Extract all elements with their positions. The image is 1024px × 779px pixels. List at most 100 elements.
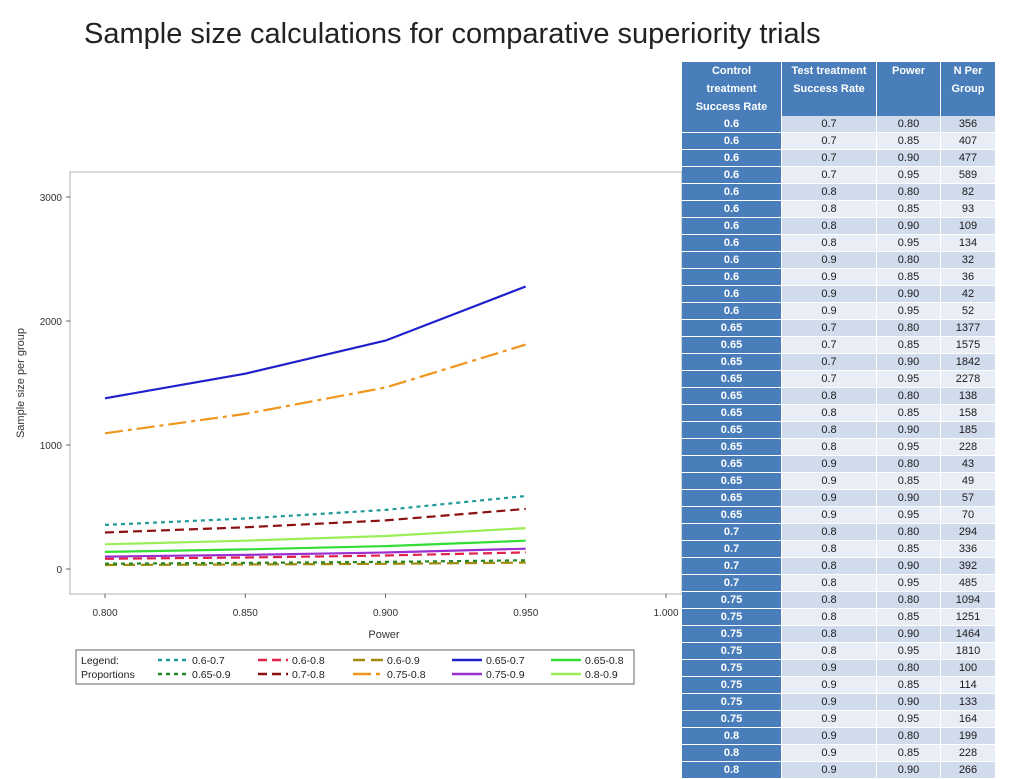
table-row: 0.65 0.9 0.90 57	[682, 490, 996, 507]
cell-test-rate: 0.7	[782, 337, 877, 354]
cell-control-rate: 0.7	[682, 575, 782, 592]
cell-power: 0.85	[877, 473, 941, 490]
legend-label: 0.6-0.8	[292, 655, 325, 667]
cell-n-per-group: 407	[941, 133, 996, 150]
legend-label: 0.65-0.8	[585, 655, 624, 667]
table-row: 0.6 0.8 0.95 134	[682, 235, 996, 252]
legend-entries: 0.6-0.7 0.6-0.8 0.6-0.9 0.65-0.7 0.65-0.8 0.6…	[158, 655, 624, 681]
cell-n-per-group: 93	[941, 201, 996, 218]
series-line-0.6-0.9	[104, 561, 526, 567]
table-row: 0.6 0.9 0.85 36	[682, 269, 996, 286]
cell-n-per-group: 70	[941, 507, 996, 524]
cell-n-per-group: 185	[941, 422, 996, 439]
table-row: 0.8 0.9 0.80 199	[682, 728, 996, 745]
cell-n-per-group: 356	[941, 116, 996, 133]
cell-test-rate: 0.9	[782, 762, 877, 779]
cell-control-rate: 0.6	[682, 167, 782, 184]
cell-n-per-group: 114	[941, 677, 996, 694]
table-row: 0.7 0.8 0.85 336	[682, 541, 996, 558]
cell-power: 0.85	[877, 269, 941, 286]
cell-n-per-group: 228	[941, 439, 996, 456]
table-row: 0.6 0.7 0.80 356	[682, 116, 996, 133]
cell-n-per-group: 49	[941, 473, 996, 490]
cell-control-rate: 0.6	[682, 218, 782, 235]
table-row: 0.6 0.8 0.85 93	[682, 201, 996, 218]
cell-power: 0.80	[877, 524, 941, 541]
cell-control-rate: 0.6	[682, 201, 782, 218]
cell-control-rate: 0.65	[682, 388, 782, 405]
cell-n-per-group: 138	[941, 388, 996, 405]
cell-power: 0.90	[877, 218, 941, 235]
cell-test-rate: 0.7	[782, 150, 877, 167]
cell-power: 0.85	[877, 541, 941, 558]
cell-n-per-group: 228	[941, 745, 996, 762]
series-line-0.8-0.9	[104, 527, 526, 546]
cell-n-per-group: 43	[941, 456, 996, 473]
cell-power: 0.95	[877, 371, 941, 388]
cell-control-rate: 0.65	[682, 320, 782, 337]
cell-n-per-group: 392	[941, 558, 996, 575]
cell-power: 0.85	[877, 405, 941, 422]
cell-n-per-group: 1575	[941, 337, 996, 354]
header-n-per-group: N Per Group	[941, 62, 996, 116]
sample-size-table: Control treatment Success Rate Test trea…	[682, 62, 996, 779]
cell-power: 0.95	[877, 575, 941, 592]
cell-n-per-group: 57	[941, 490, 996, 507]
table-row: 0.65 0.7 0.90 1842	[682, 354, 996, 371]
table-row: 0.6 0.8 0.80 82	[682, 184, 996, 201]
cell-n-per-group: 485	[941, 575, 996, 592]
cell-n-per-group: 1842	[941, 354, 996, 371]
cell-power: 0.85	[877, 745, 941, 762]
cell-power: 0.80	[877, 728, 941, 745]
cell-test-rate: 0.9	[782, 473, 877, 490]
table-row: 0.6 0.8 0.90 109	[682, 218, 996, 235]
series-line-0.7-0.8	[104, 507, 526, 534]
cell-n-per-group: 109	[941, 218, 996, 235]
plot-frame	[69, 171, 682, 595]
cell-power: 0.95	[877, 507, 941, 524]
table-row: 0.8 0.9 0.90 266	[682, 762, 996, 779]
cell-test-rate: 0.8	[782, 201, 877, 218]
cell-test-rate: 0.8	[782, 541, 877, 558]
table-row: 0.65 0.8 0.90 185	[682, 422, 996, 439]
cell-control-rate: 0.7	[682, 524, 782, 541]
cell-n-per-group: 1094	[941, 592, 996, 609]
y-tick-label: 2000	[40, 317, 63, 328]
cell-power: 0.90	[877, 626, 941, 643]
cell-test-rate: 0.8	[782, 235, 877, 252]
series-line-0.75-0.8	[104, 343, 527, 435]
cell-power: 0.80	[877, 184, 941, 201]
cell-power: 0.85	[877, 201, 941, 218]
y-tick-label: 1000	[40, 441, 63, 452]
cell-test-rate: 0.9	[782, 694, 877, 711]
x-tick-label: 0.850	[233, 608, 258, 619]
table-row: 0.65 0.9 0.80 43	[682, 456, 996, 473]
table-row: 0.75 0.8 0.80 1094	[682, 592, 996, 609]
cell-power: 0.90	[877, 354, 941, 371]
legend-label: 0.8-0.9	[585, 669, 618, 681]
cell-control-rate: 0.6	[682, 269, 782, 286]
legend-title-line2: Proportions	[81, 669, 135, 681]
legend-label: 0.75-0.8	[387, 669, 426, 681]
cell-control-rate: 0.65	[682, 456, 782, 473]
cell-control-rate: 0.6	[682, 252, 782, 269]
cell-control-rate: 0.7	[682, 541, 782, 558]
legend-title-line1: Legend:	[81, 655, 119, 667]
table-row: 0.7 0.8 0.95 485	[682, 575, 996, 592]
cell-control-rate: 0.8	[682, 728, 782, 745]
cell-test-rate: 0.9	[782, 456, 877, 473]
legend-label: 0.75-0.9	[486, 669, 525, 681]
cell-control-rate: 0.6	[682, 184, 782, 201]
table-row: 0.65 0.7 0.85 1575	[682, 337, 996, 354]
cell-n-per-group: 199	[941, 728, 996, 745]
cell-control-rate: 0.65	[682, 473, 782, 490]
header-control-rate: Control treatment Success Rate	[682, 62, 782, 116]
cell-n-per-group: 1377	[941, 320, 996, 337]
cell-test-rate: 0.8	[782, 626, 877, 643]
cell-n-per-group: 266	[941, 762, 996, 779]
cell-test-rate: 0.8	[782, 592, 877, 609]
cell-power: 0.90	[877, 150, 941, 167]
cell-power: 0.95	[877, 643, 941, 660]
cell-n-per-group: 133	[941, 694, 996, 711]
